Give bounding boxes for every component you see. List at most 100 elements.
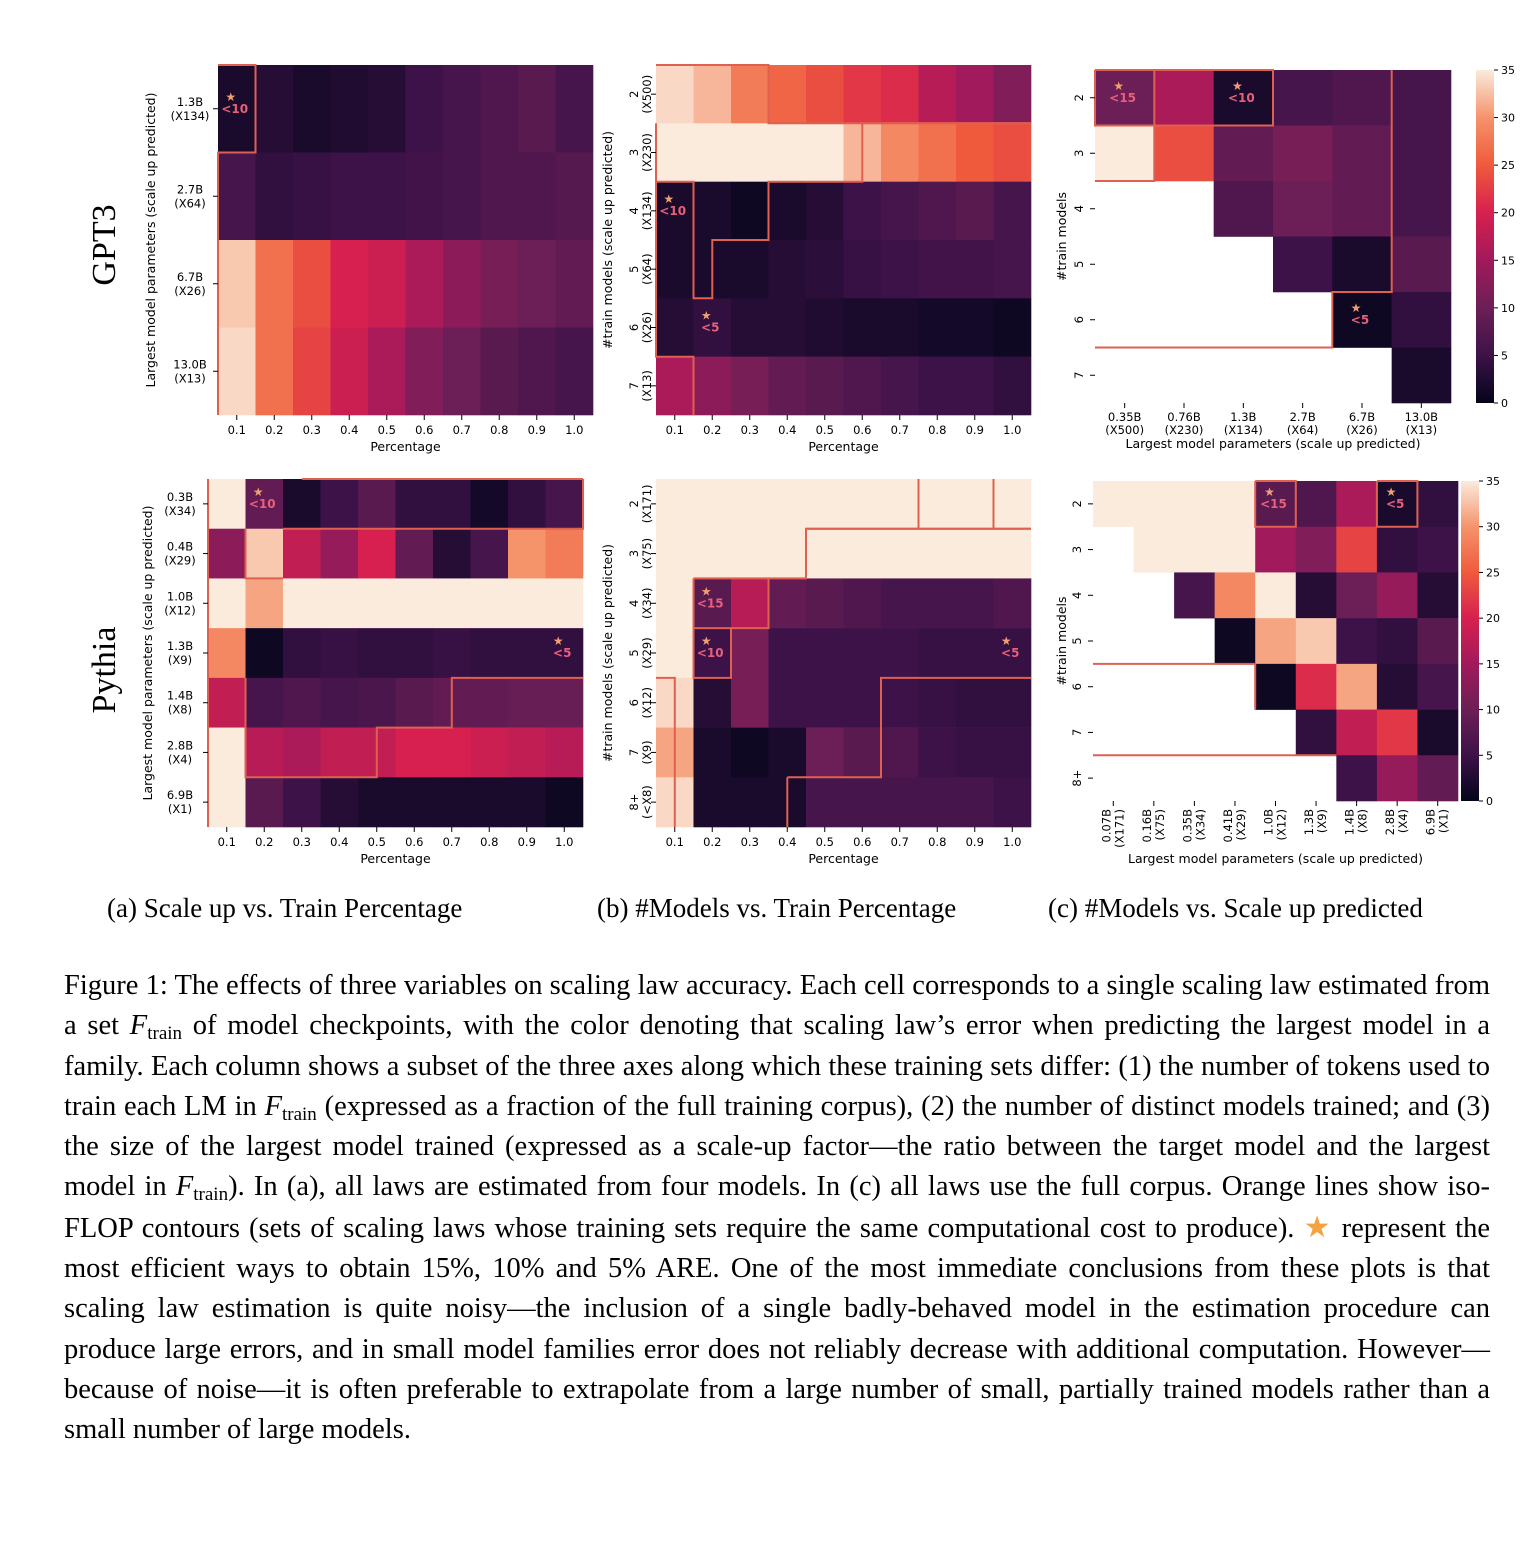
heatmap-cell bbox=[218, 152, 256, 241]
heatmap-cell bbox=[768, 528, 807, 579]
figure-caption: Figure 1: The effects of three variables… bbox=[64, 966, 1490, 1451]
heatmap-cell bbox=[1295, 618, 1337, 665]
heatmap-cell bbox=[433, 727, 471, 778]
heatmap-cell bbox=[993, 298, 1032, 357]
heatmap-cell bbox=[480, 240, 519, 328]
figure-heatmaps: GPT3 Pythia ★<101.3B(X134)2.7B(X64)6.7B(… bbox=[86, 64, 1515, 866]
heatmap-cell bbox=[208, 578, 246, 629]
heatmap-cell bbox=[545, 479, 584, 530]
colorbar-tick-label: 15 bbox=[1486, 658, 1500, 671]
heatmap-cell bbox=[470, 578, 509, 629]
heatmap-cell bbox=[843, 677, 882, 728]
heatmap-cell bbox=[806, 298, 844, 357]
iso-flop-contour bbox=[217, 64, 257, 415]
heatmap-cell bbox=[245, 677, 284, 728]
x-tick-label: 1.0 bbox=[1003, 423, 1021, 437]
threshold-label: <5 bbox=[553, 646, 571, 660]
star-marker: ★ bbox=[1386, 485, 1397, 499]
heatmap-cell bbox=[693, 356, 732, 416]
caption-text-2: of model checkpoints, with the color den… bbox=[64, 1010, 1490, 1122]
threshold-label: <15 bbox=[697, 596, 724, 610]
x-axis-label: Percentage bbox=[808, 851, 879, 866]
heatmap-cell bbox=[956, 240, 994, 299]
heatmap-cell bbox=[918, 727, 957, 778]
heatmap-cell bbox=[1093, 481, 1134, 528]
heatmap-cell bbox=[656, 181, 694, 241]
heatmap-cell bbox=[320, 777, 359, 828]
heatmap-cell bbox=[1417, 572, 1459, 619]
heatmap-cell bbox=[245, 727, 284, 778]
heatmap-cell bbox=[283, 727, 321, 778]
heatmap-cell bbox=[1391, 125, 1452, 182]
heatmap-cell bbox=[693, 727, 732, 778]
heatmap-cell bbox=[1332, 125, 1392, 182]
y-tick-label: 6 bbox=[1072, 316, 1086, 323]
iso-flop-contour bbox=[693, 527, 1031, 580]
heatmap-cell bbox=[1336, 755, 1378, 802]
heatmap-cell bbox=[956, 65, 994, 124]
y-tick-label: 2.8B bbox=[167, 738, 193, 752]
y-tick-label: 2 bbox=[627, 500, 641, 507]
star-marker: ★ bbox=[1264, 485, 1275, 499]
heatmap-cell bbox=[881, 528, 919, 579]
y-tick-label: (X134) bbox=[171, 109, 210, 123]
y-tick-label: (X8) bbox=[168, 703, 192, 717]
x-tick-label: 0.35B bbox=[1108, 410, 1142, 424]
heatmap-cell bbox=[1417, 481, 1459, 528]
x-tick-label: (X134) bbox=[1224, 423, 1263, 437]
heatmap-cell bbox=[881, 479, 919, 530]
y-axis-label: #train models bbox=[1054, 192, 1069, 281]
heatmap-cell bbox=[1255, 572, 1297, 619]
heatmap-cell bbox=[956, 479, 994, 530]
threshold-label: <5 bbox=[1351, 313, 1369, 327]
x-tick-label: (X9) bbox=[1315, 809, 1329, 833]
y-tick-label: (X1) bbox=[168, 802, 192, 816]
heatmap-cell bbox=[1417, 526, 1459, 573]
y-tick-label: (X4) bbox=[168, 752, 192, 766]
x-tick-label: (X8) bbox=[1356, 809, 1370, 833]
heatmap-gpt3_c: ★<15★<10★<52345670.35B(X500)0.76B(X230)1… bbox=[1054, 69, 1452, 451]
heatmap-cell bbox=[470, 479, 509, 530]
caption-text-1: Figure 1: The effects of three variables… bbox=[64, 970, 1490, 1042]
heatmap-cell bbox=[1417, 709, 1459, 756]
iso-flop-contour bbox=[655, 123, 695, 415]
y-tick-label: (<X8) bbox=[640, 785, 654, 819]
star-marker: ★ bbox=[1232, 79, 1243, 93]
heatmap-cell bbox=[1295, 709, 1337, 756]
y-tick-label: (X12) bbox=[164, 603, 196, 617]
x-tick-label: 0.76B bbox=[1167, 410, 1201, 424]
heatmap-cell bbox=[843, 298, 882, 357]
heatmap-cell bbox=[993, 65, 1032, 124]
x-tick-label: 0.5 bbox=[816, 835, 834, 849]
heatmap-cell bbox=[881, 356, 919, 416]
heatmap-cell bbox=[1214, 572, 1256, 619]
heatmap-cell bbox=[768, 727, 807, 778]
heatmap-cell bbox=[731, 677, 769, 728]
heatmap-cell bbox=[993, 727, 1032, 778]
heatmap-cell bbox=[656, 628, 694, 679]
heatmap-cell bbox=[208, 727, 246, 778]
charts-group: ★<101.3B(X134)2.7B(X64)6.7B(X26)13.0B(X1… bbox=[140, 64, 1459, 866]
heatmap-cell bbox=[843, 479, 882, 530]
x-tick-label: 0.3 bbox=[303, 423, 321, 437]
y-axis-label: Largest model parameters (scale up predi… bbox=[140, 506, 155, 801]
heatmap-cell bbox=[843, 181, 882, 241]
heatmap-cell bbox=[320, 727, 359, 778]
heatmap-cell bbox=[283, 777, 321, 828]
threshold-label: <10 bbox=[249, 497, 276, 511]
x-tick-label: 0.8 bbox=[490, 423, 508, 437]
heatmap-cell bbox=[881, 181, 919, 241]
heatmap-cell bbox=[918, 356, 957, 416]
colorbar-tick-label: 0 bbox=[1501, 397, 1508, 410]
heatmap-cell bbox=[956, 628, 994, 679]
heatmap-cell bbox=[218, 327, 256, 416]
heatmap-cell bbox=[395, 777, 434, 828]
heatmap-cell bbox=[993, 123, 1032, 182]
heatmap-cell bbox=[1376, 709, 1418, 756]
heatmap-cell bbox=[881, 240, 919, 299]
x-tick-label: (X64) bbox=[1287, 423, 1319, 437]
heatmap-cell bbox=[330, 65, 369, 153]
x-tick-label: (X34) bbox=[1193, 809, 1207, 841]
y-tick-label: (X230) bbox=[640, 133, 654, 172]
